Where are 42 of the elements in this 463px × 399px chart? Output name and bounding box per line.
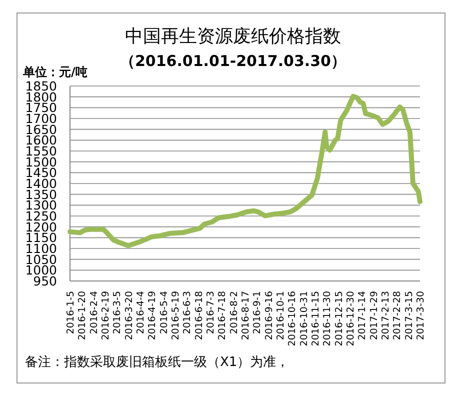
x-tick-label: 2016-12-30: [346, 291, 356, 346]
x-tick-label: 2016-8-17: [240, 291, 252, 340]
y-tick-label: 950: [33, 274, 58, 288]
y-tick-label: 1100: [25, 241, 58, 256]
x-tick-label: 2016-3-20: [124, 291, 135, 340]
x-tick-label: 2017-2-28: [392, 291, 404, 340]
x-tick-label: 2016-10-1: [276, 291, 286, 340]
chart-title: 中国再生资源废纸价格指数: [125, 26, 341, 47]
x-tick-label: 2017-1-29: [368, 291, 380, 340]
x-tick-label: 2016-10-31: [298, 291, 310, 346]
x-tick-label: 2017-2-13: [380, 291, 392, 340]
x-tick-label: 2016-8-2: [228, 291, 240, 334]
x-tick-label: 2016-3-5: [112, 291, 124, 334]
x-tick-label: 2016-7-18: [217, 291, 228, 340]
y-tick-label: 1400: [25, 176, 58, 191]
x-tick-label: 2016-7-3: [206, 291, 216, 334]
x-tick-label: 2016-5-4: [158, 291, 170, 334]
x-tick-label: 2016-9-1: [252, 291, 264, 334]
x-tick-label: 2016-12-15: [334, 291, 345, 346]
x-tick-label: 2016-4-19: [147, 291, 158, 340]
x-tick-label: 2016-1-20: [77, 291, 88, 340]
x-tick-label: 2016-6-18: [194, 291, 205, 340]
y-axis-title: 单位：元/吨: [22, 65, 88, 79]
x-tick-label: 2017-3-30: [416, 291, 426, 340]
x-tick-label: 2017-3-15: [404, 291, 415, 340]
x-tick-label: 2016-5-19: [170, 291, 182, 340]
x-tick-label: 2016-10-16: [287, 291, 298, 346]
text: 备注：指数采取废旧箱板纸一级（X1）为准，: [25, 355, 290, 370]
x-tick-label: 2016-1-5: [66, 291, 76, 334]
y-tick-label: 1550: [25, 144, 58, 158]
x-tick-label: 2016-2-19: [100, 291, 112, 340]
x-tick-label: 2016-11-15: [310, 291, 322, 346]
x-tick-label: 2016-6-3: [182, 291, 194, 334]
chart-subtitle: （2016.01.01-2017.03.30）: [120, 52, 346, 70]
y-tick-label: 1700: [25, 111, 58, 126]
x-tick-label: 2016-11-30: [322, 291, 334, 346]
x-tick-label: 2017-1-14: [357, 291, 368, 340]
y-tick-label: 1250: [25, 208, 58, 224]
x-tick-label: 2016-2-4: [88, 291, 100, 334]
x-tick-label: 2016-9-16: [264, 291, 275, 340]
x-tick-label: 2016-4-4: [136, 291, 146, 334]
y-tick-label: 1850: [25, 78, 58, 94]
